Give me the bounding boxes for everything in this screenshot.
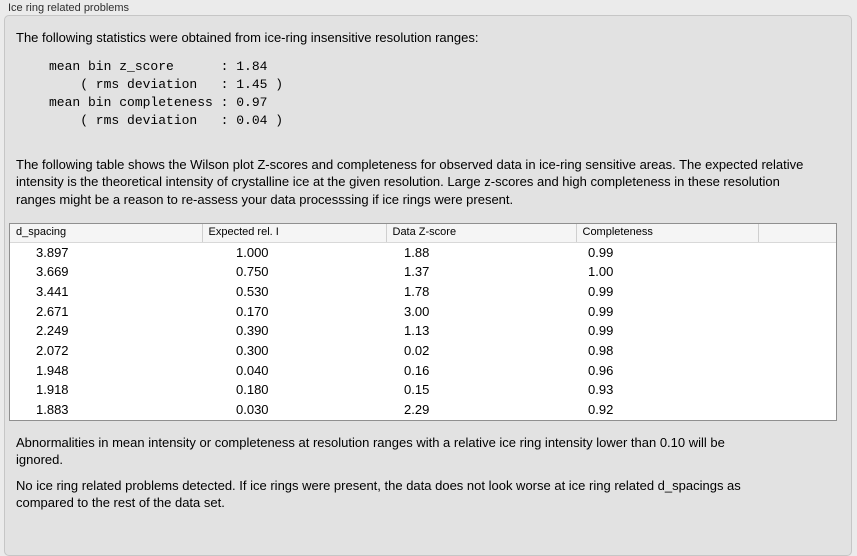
table-cell: 0.16	[404, 362, 430, 378]
stats-block: mean bin z_score : 1.84 ( rms deviation …	[49, 58, 284, 128]
table-cell	[758, 361, 836, 381]
table-cell: 2.29	[404, 402, 430, 418]
table-cell: 0.99	[588, 283, 614, 299]
table-cell: 0.300	[236, 343, 269, 359]
table-cell: 1.13	[404, 323, 430, 339]
table-cell: 3.441	[36, 283, 69, 299]
table-body: 3.897 1.000 1.88 0.99 3.669 0.750 1.37 1.00 3.44…	[10, 242, 836, 420]
table-cell	[758, 242, 836, 262]
column-header[interactable]: Data Z-score	[386, 224, 577, 243]
table-cell: 1.000	[236, 244, 269, 260]
column-header[interactable]	[758, 224, 836, 243]
table-cell: 1.88	[404, 244, 430, 260]
table-cell: 0.99	[588, 244, 614, 260]
table-row[interactable]: 2.072 0.300 0.02 0.98	[10, 341, 836, 361]
table-cell: 0.180	[236, 382, 269, 398]
table-row[interactable]: 2.671 0.170 3.00 0.99	[10, 302, 836, 322]
table-cell	[758, 380, 836, 400]
table-cell: 0.93	[588, 382, 614, 398]
table-cell: 0.98	[588, 343, 614, 359]
table-cell: 3.669	[36, 264, 69, 280]
conclusion-note: No ice ring related problems detected. I…	[16, 477, 741, 511]
table-cell	[758, 262, 836, 282]
intro-text: The following statistics were obtained f…	[16, 30, 479, 45]
table-cell: 0.15	[404, 382, 430, 398]
ignore-note: Abnormalities in mean intensity or compl…	[16, 434, 725, 468]
table-row[interactable]: 1.883 0.030 2.29 0.92	[10, 400, 836, 420]
table-cell: 0.02	[404, 343, 430, 359]
table-cell: 0.030	[236, 402, 269, 418]
table-cell: 0.390	[236, 323, 269, 339]
table-cell: 0.170	[236, 303, 269, 319]
table-cell: 0.96	[588, 362, 614, 378]
table-cell	[758, 341, 836, 361]
table-description: The following table shows the Wilson plo…	[16, 156, 804, 207]
table-header-row: d_spacing Expected rel. I Data Z-score Comp…	[10, 224, 836, 243]
table-cell: 1.37	[404, 264, 430, 280]
table-cell	[758, 400, 836, 420]
ice-ring-table[interactable]: d_spacing Expected rel. I Data Z-score Comp…	[9, 223, 837, 421]
table-cell: 1.78	[404, 283, 430, 299]
table-cell: 0.99	[588, 323, 614, 339]
panel-title: Ice ring related problems	[8, 2, 130, 14]
table-cell: 0.99	[588, 303, 614, 319]
table-cell: 2.072	[36, 343, 69, 359]
table-cell: 1.948	[36, 362, 69, 378]
table-cell: 0.750	[236, 264, 269, 280]
table-row[interactable]: 2.249 0.390 1.13 0.99	[10, 321, 836, 341]
table-cell	[758, 282, 836, 302]
table-cell: 1.883	[36, 402, 69, 418]
table-cell: 3.00	[404, 303, 430, 319]
table-row[interactable]: 3.669 0.750 1.37 1.00	[10, 262, 836, 282]
table-cell: 0.040	[236, 362, 269, 378]
table-cell: 3.897	[36, 244, 69, 260]
table-cell: 2.249	[36, 323, 69, 339]
table-row[interactable]: 1.948 0.040 0.16 0.96	[10, 361, 836, 381]
table-row[interactable]: 3.441 0.530 1.78 0.99	[10, 282, 836, 302]
table-row[interactable]: 1.918 0.180 0.15 0.93	[10, 380, 836, 400]
table-cell: 1.00	[588, 264, 614, 280]
table-cell	[758, 302, 836, 322]
table-row[interactable]: 3.897 1.000 1.88 0.99	[10, 242, 836, 262]
table-cell: 0.530	[236, 283, 269, 299]
column-header[interactable]: d_spacing	[10, 224, 203, 243]
table-cell: 2.671	[36, 303, 69, 319]
table-cell	[758, 321, 836, 341]
ice-ring-panel: The following statistics were obtained f…	[4, 15, 852, 556]
table-cell: 0.92	[588, 402, 614, 418]
column-header[interactable]: Completeness	[576, 224, 759, 243]
table-cell: 1.918	[36, 382, 69, 398]
column-header[interactable]: Expected rel. I	[202, 224, 387, 243]
